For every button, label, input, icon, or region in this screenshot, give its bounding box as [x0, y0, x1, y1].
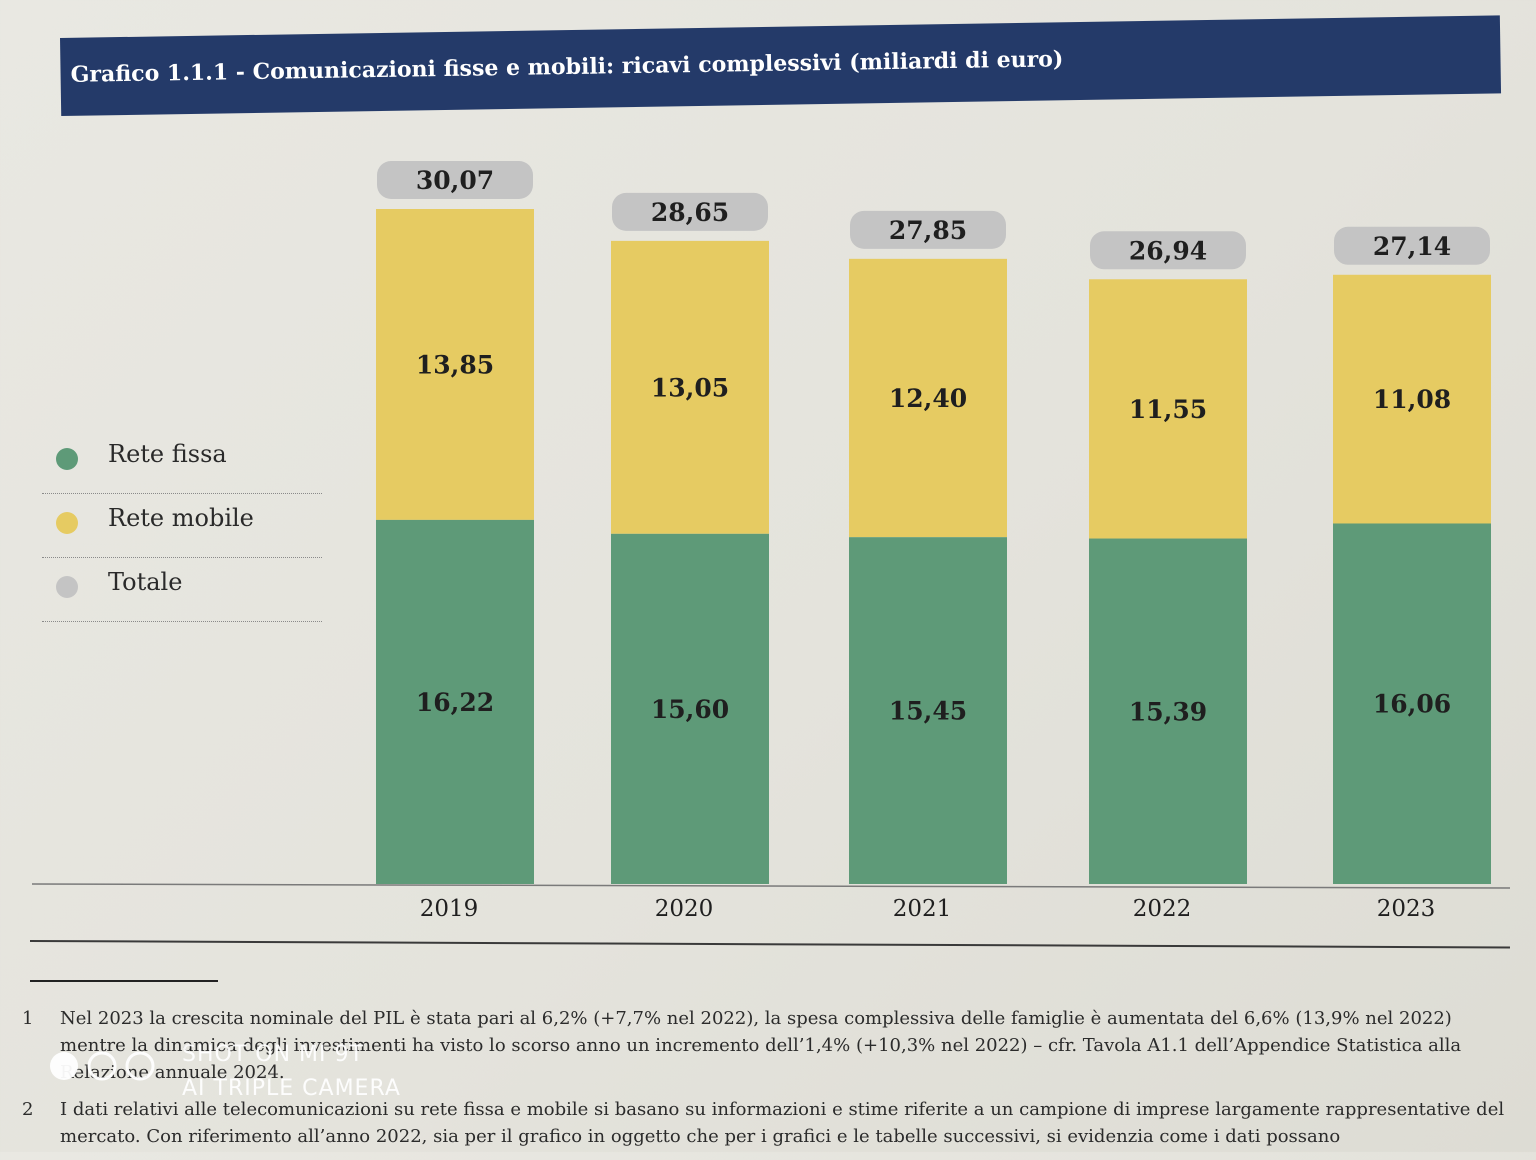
data-label-rete-mobile: 13,05	[651, 373, 729, 402]
total-badge	[850, 210, 1006, 249]
watermark-line-1: SHOT ON MI 9T	[182, 1042, 364, 1067]
data-label-totale: 28,65	[651, 198, 729, 227]
total-badge	[377, 161, 533, 199]
bar-rete-fissa	[611, 533, 769, 884]
legend-item-rete-fissa: Rete fissa	[42, 430, 322, 494]
bar-rete-fissa	[1333, 523, 1491, 884]
data-label-rete-mobile: 11,08	[1373, 385, 1451, 414]
data-label-totale: 27,14	[1373, 232, 1451, 261]
legend-item-totale: Totale	[42, 558, 322, 622]
legend-label-totale: Totale	[108, 568, 183, 596]
bar-rete-mobile	[1089, 279, 1247, 539]
x-tick-label: 2023	[1377, 896, 1436, 922]
data-label-rete-mobile: 11,55	[1129, 395, 1207, 424]
total-badge	[612, 192, 768, 231]
total-badge	[1334, 226, 1490, 265]
data-label-rete-fissa: 15,45	[889, 697, 967, 726]
footnotes: 1 Nel 2023 la crescita nominale del PIL …	[22, 1005, 1516, 1160]
data-label-rete-fissa: 16,06	[1373, 690, 1451, 719]
data-label-totale: 27,85	[889, 216, 967, 245]
x-axis-line	[31, 883, 1511, 889]
bar-rete-fissa	[849, 537, 1007, 884]
data-label-totale: 30,07	[416, 166, 494, 195]
data-label-rete-mobile: 12,40	[889, 384, 967, 413]
data-label-rete-fissa: 15,60	[651, 695, 729, 724]
x-tick-label: 2019	[420, 896, 479, 922]
legend-swatch-rete-mobile	[56, 512, 78, 534]
bar-rete-mobile	[1333, 274, 1491, 524]
footnote-number: 2	[22, 1099, 34, 1120]
x-tick-label: 2020	[655, 896, 714, 922]
legend-item-rete-mobile: Rete mobile	[42, 494, 322, 558]
data-label-totale: 26,94	[1129, 236, 1207, 265]
bar-rete-mobile	[611, 240, 769, 534]
footnote-text: I dati relativi alle telecomunicazioni s…	[60, 1099, 1505, 1147]
legend-swatch-totale	[56, 576, 78, 598]
bar-rete-fissa	[376, 519, 534, 884]
legend-label-rete-fissa: Rete fissa	[108, 440, 227, 468]
legend-swatch-rete-fissa	[56, 448, 78, 470]
x-tick-label: 2022	[1133, 896, 1192, 922]
data-label-rete-fissa: 15,39	[1129, 697, 1207, 726]
data-label-rete-fissa: 16,22	[416, 688, 494, 717]
stacked-bar-chart: 16,22 13,85 30,07 2019 15,60 13,05 28,65 2020 15…	[31, 161, 1511, 922]
footnote-2: 2 I dati relativi alle telecomunicazioni…	[22, 1096, 1516, 1150]
total-badge	[1090, 231, 1246, 270]
camera-logo-icon	[50, 1051, 155, 1081]
footnote-number: 1	[22, 1008, 34, 1029]
bar-rete-mobile	[849, 258, 1007, 538]
bar-rete-fissa	[1089, 538, 1247, 884]
legend: Rete fissa Rete mobile Totale	[42, 430, 322, 622]
data-label-rete-mobile: 13,85	[416, 350, 494, 379]
bar-rete-mobile	[376, 209, 534, 520]
watermark-line-2: AI TRIPLE CAMERA	[182, 1076, 401, 1101]
legend-label-rete-mobile: Rete mobile	[108, 504, 254, 532]
x-tick-label: 2021	[893, 896, 952, 922]
footnote-rule	[30, 980, 218, 982]
